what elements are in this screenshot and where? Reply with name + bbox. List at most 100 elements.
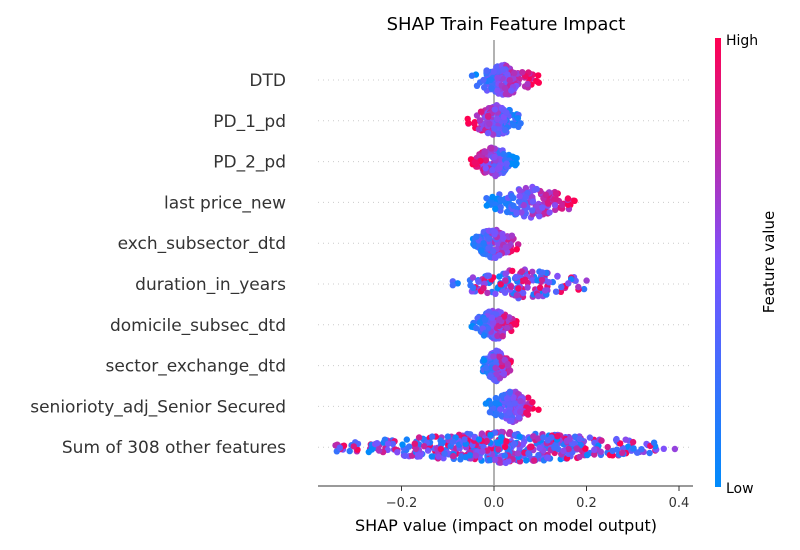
shap-point [564, 201, 572, 208]
shap-point [477, 108, 485, 115]
shap-point [483, 202, 490, 209]
shap-point [480, 332, 488, 339]
colorbar-high-label: High [726, 33, 758, 49]
shap-point [502, 270, 509, 277]
shap-point [487, 372, 494, 379]
shap-point [492, 411, 499, 419]
shap-point [496, 252, 503, 259]
shap-point [438, 440, 445, 448]
shap-point [500, 150, 507, 158]
shap-point [473, 324, 480, 332]
shap-point [485, 235, 492, 242]
shap-point [389, 440, 397, 448]
shap-point [494, 115, 501, 123]
shap-point [475, 278, 482, 285]
shap-point [502, 90, 509, 98]
shap-point [482, 165, 489, 172]
shap-point [457, 456, 464, 463]
shap-point [573, 445, 580, 452]
shap-point [500, 370, 508, 377]
shap-point [441, 450, 448, 457]
shap-point [514, 115, 522, 122]
shap-point [537, 284, 544, 291]
shap-point [415, 434, 423, 441]
shap-point [503, 160, 510, 167]
shap-point [531, 457, 538, 464]
feature-label: PD_1_pd [213, 112, 286, 132]
shap-point [536, 444, 543, 452]
shap-point [510, 122, 518, 129]
shap-point [517, 120, 524, 127]
shap-point [491, 228, 498, 235]
shap-point [513, 292, 521, 299]
shap-point [576, 453, 583, 461]
shap-point [493, 347, 500, 354]
shap-point [481, 316, 489, 324]
shap-point [503, 208, 511, 216]
shap-point [501, 84, 509, 92]
shap-point [552, 195, 559, 203]
shap-point [506, 409, 513, 416]
shap-point [489, 131, 497, 138]
shap-point [539, 269, 546, 276]
shap-point [509, 267, 516, 275]
shap-point [660, 445, 667, 452]
shap-point [508, 417, 515, 424]
shap-point [492, 399, 499, 407]
shap-point [517, 408, 524, 415]
shap-point [505, 430, 513, 437]
chart-title: SHAP Train Feature Impact [387, 14, 626, 35]
shap-point [502, 459, 509, 467]
shap-point [525, 394, 532, 401]
shap-point [487, 400, 494, 407]
shap-point [470, 284, 477, 292]
shap-point [586, 434, 594, 441]
shap-point [520, 289, 527, 297]
shap-point [582, 445, 589, 452]
shap-point [481, 84, 488, 91]
shap-point [646, 449, 653, 457]
shap-point [520, 201, 527, 209]
feature-label: domicile_subsec_dtd [110, 316, 286, 336]
shap-point [491, 125, 498, 132]
shap-point [488, 85, 495, 92]
shap-point [544, 454, 551, 461]
shap-point [489, 166, 496, 174]
colorbar [715, 38, 721, 487]
shap-point [484, 129, 492, 137]
shap-point [473, 82, 481, 90]
shap-point [529, 268, 536, 275]
x-tick-label: −0.2 [386, 496, 418, 511]
shap-point [401, 452, 409, 459]
shap-point [502, 244, 509, 251]
shap-point [476, 117, 484, 124]
shap-point [519, 69, 526, 76]
shap-point [535, 406, 542, 413]
shap-point [494, 87, 501, 94]
shap-point [449, 438, 457, 445]
shap-point [461, 436, 468, 443]
shap-point [444, 433, 451, 440]
shap-point [510, 440, 517, 448]
feature-label: exch_subsector_dtd [118, 234, 286, 254]
shap-point [522, 184, 530, 192]
shap-point [508, 192, 515, 200]
feature-label: seniorioty_adj_Senior Secured [30, 397, 286, 417]
shap-point [501, 452, 508, 459]
shap-point [634, 449, 641, 456]
shap-point [469, 274, 477, 281]
shap-point [491, 106, 499, 113]
shap-point [497, 196, 504, 203]
shap-point [534, 78, 542, 86]
shap-point [481, 149, 488, 156]
shap-point [492, 205, 499, 213]
shap-point [492, 456, 499, 463]
shap-point [504, 71, 511, 78]
shap-point [619, 444, 626, 452]
shap-point [548, 434, 555, 441]
shap-point [405, 443, 413, 450]
feature-label: duration_in_years [135, 275, 286, 295]
shap-point [609, 447, 616, 455]
shap-point [535, 292, 542, 300]
shap-point [514, 450, 522, 457]
